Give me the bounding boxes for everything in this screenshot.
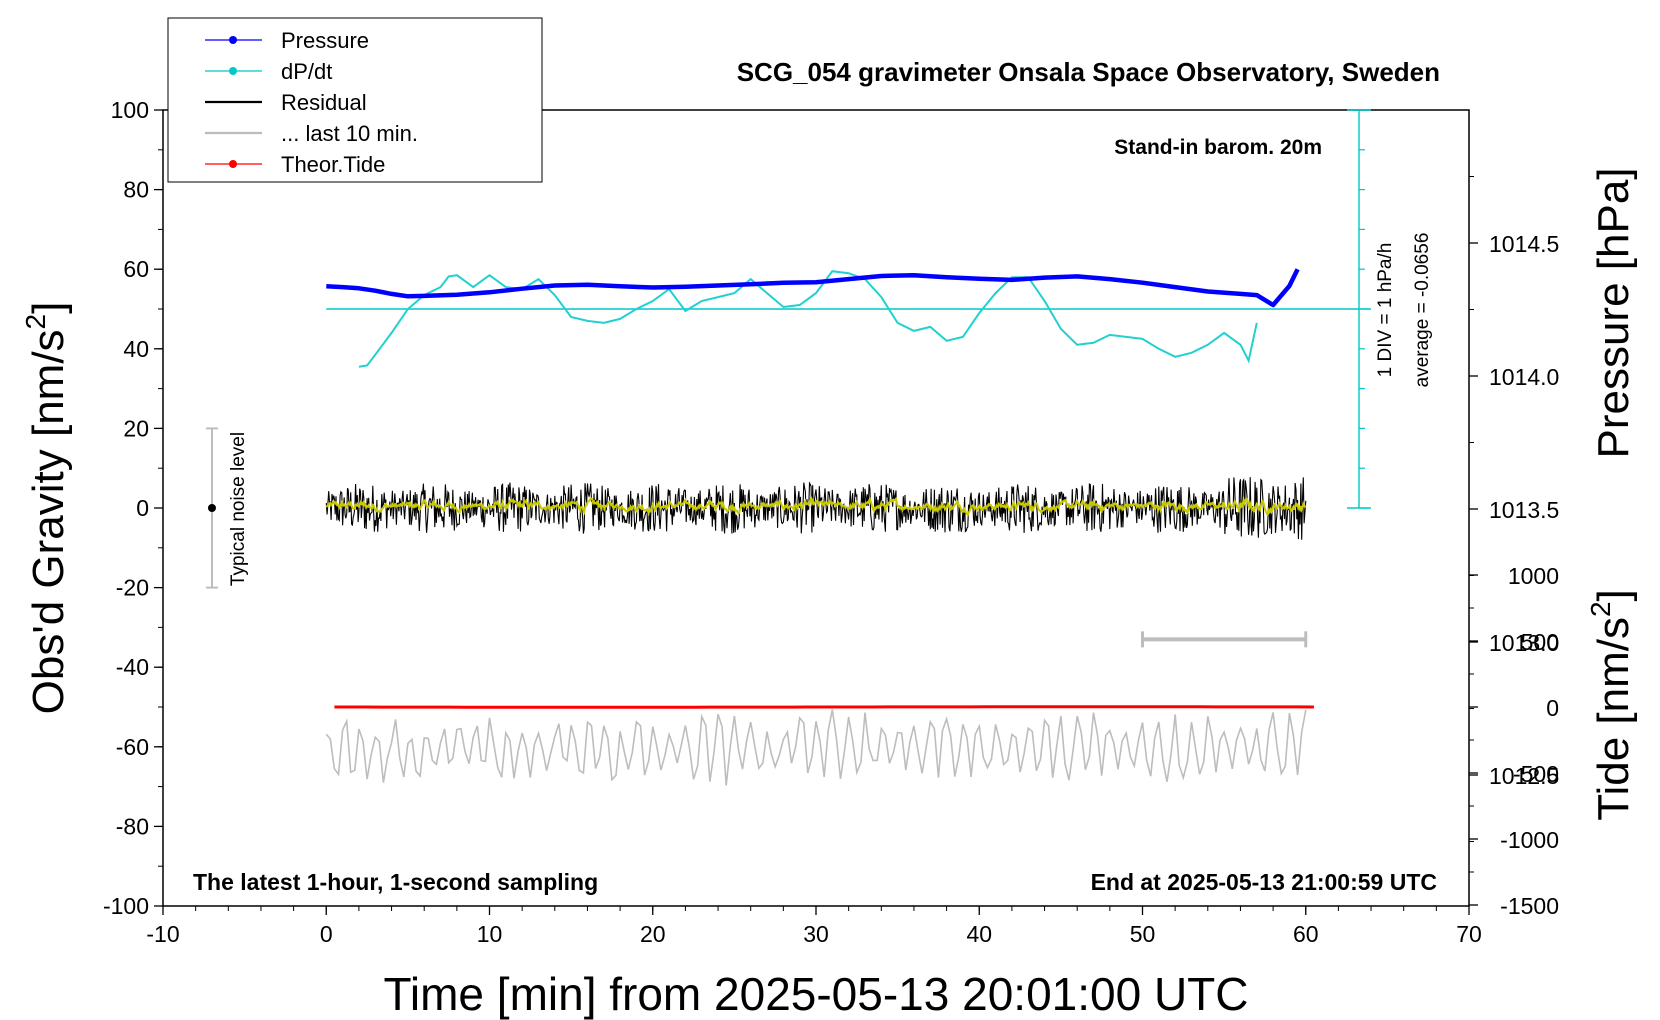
legend-label: Pressure [281, 28, 369, 53]
series-residual [325, 477, 1307, 540]
y-axis-tide: -1500 -1000 -500 0 500 1000 [1469, 563, 1559, 919]
y-tick-label: -20 [116, 575, 149, 601]
y-tick-label: -60 [116, 734, 149, 760]
tide-axis-label-sup: 2 [1585, 601, 1616, 617]
tide-tick-label: -1000 [1500, 827, 1559, 853]
tide-tick-label: -500 [1513, 761, 1559, 787]
tide-axis-label: Tide [nm/s2] [1585, 589, 1638, 821]
legend-marker [229, 67, 237, 75]
y-tick-label: -100 [103, 893, 149, 919]
tide-tick-label: 1000 [1508, 563, 1559, 589]
y-tick-label: 80 [123, 177, 149, 203]
series-pressure [326, 268, 1300, 308]
x-tick-label: 10 [477, 921, 503, 947]
x-axis: -10 0 10 20 30 40 50 60 70 [146, 906, 1482, 947]
legend: Pressure dP/dt Residual ... last 10 min. The… [167, 17, 543, 183]
note-barometer: Stand-in barom. 20m [1114, 136, 1322, 159]
y-axis-label: Obs'd Gravity [nm/s2] [20, 302, 73, 715]
noise-center-dot [207, 504, 216, 512]
legend-label: ... last 10 min. [281, 121, 418, 146]
y-axis-label-sup: 2 [20, 314, 51, 330]
tide-axis-label-text: Tide [nm/s [1589, 617, 1638, 821]
tide-axis-label-close: ] [1589, 589, 1638, 601]
noise-level-label: Typical noise level [228, 432, 249, 586]
pressure-tick-label: 1012.5 [1489, 763, 1559, 789]
legend-label: Theor.Tide [281, 152, 385, 177]
pressure-tick-label: 1014.5 [1489, 231, 1559, 257]
y-tick-label: 20 [123, 415, 149, 441]
dpdt-average-label: average = -0.0656 [1412, 233, 1433, 388]
y-axis-pressure: 1012.5 1013.0 1013.5 1014.0 1014.5 [1469, 176, 1559, 842]
x-tick-label: 0 [320, 921, 333, 947]
legend-label: dP/dt [281, 59, 332, 84]
pressure-tick-label: 1013.5 [1489, 497, 1559, 523]
x-tick-label: -10 [146, 921, 179, 947]
y-tick-label: 0 [136, 495, 149, 521]
y-axis-label-close: ] [24, 302, 73, 314]
x-tick-label: 50 [1130, 921, 1156, 947]
y-axis-label-text: Obs'd Gravity [nm/s [24, 329, 73, 714]
x-tick-label: 40 [966, 921, 992, 947]
tide-tick-label: -1500 [1500, 893, 1559, 919]
x-tick-label: 20 [640, 921, 666, 947]
noise-level-indicator [205, 427, 218, 589]
dpdt-scale-label: 1 DIV = 1 hPa/h [1375, 243, 1396, 378]
series-last-10-min [325, 709, 1307, 786]
series-dpdt [358, 270, 1258, 368]
pressure-tick-label: 1013.0 [1489, 630, 1559, 656]
legend-label: Residual [281, 90, 367, 115]
x-tick-label: 60 [1293, 921, 1319, 947]
series-residual-smoothed [325, 495, 1307, 517]
chart-title: SCG_054 gravimeter Onsala Space Observat… [737, 57, 1440, 87]
y-tick-label: -80 [116, 813, 149, 839]
pressure-tick-label: 1014.0 [1489, 364, 1559, 390]
tide-tick-label: 500 [1521, 629, 1559, 655]
legend-marker [229, 36, 237, 44]
y-tick-label: -40 [116, 654, 149, 680]
x-tick-label: 70 [1456, 921, 1482, 947]
y-axis-left: -100 -80 -60 -40 -20 0 20 40 60 80 100 [103, 97, 163, 919]
x-axis-label: Time [min] from 2025-05-13 20:01:00 UTC [384, 968, 1249, 1020]
y-tick-label: 100 [111, 97, 149, 123]
tide-tick-label: 0 [1546, 695, 1559, 721]
note-end-time: End at 2025-05-13 21:00:59 UTC [1091, 869, 1437, 895]
x-tick-label: 30 [803, 921, 829, 947]
last-10-min-window-marker [1141, 631, 1308, 648]
legend-marker [229, 160, 237, 168]
pressure-axis-label: Pressure [hPa] [1589, 167, 1638, 458]
y-tick-label: 40 [123, 336, 149, 362]
note-sampling: The latest 1-hour, 1-second sampling [193, 869, 598, 895]
legend-box [167, 17, 543, 183]
y-tick-label: 60 [123, 256, 149, 282]
